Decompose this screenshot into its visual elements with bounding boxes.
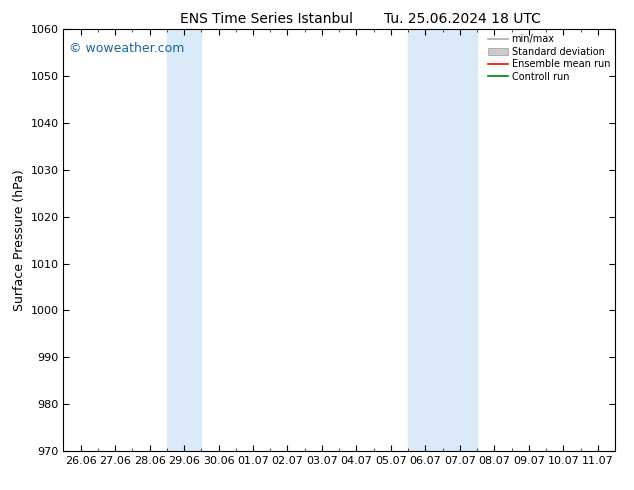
Bar — [408, 29, 477, 451]
Text: ENS Time Series Istanbul: ENS Time Series Istanbul — [180, 12, 353, 26]
Legend: min/max, Standard deviation, Ensemble mean run, Controll run: min/max, Standard deviation, Ensemble me… — [486, 32, 612, 83]
Y-axis label: Surface Pressure (hPa): Surface Pressure (hPa) — [13, 169, 26, 311]
Text: Tu. 25.06.2024 18 UTC: Tu. 25.06.2024 18 UTC — [384, 12, 541, 26]
Bar — [167, 29, 202, 451]
Text: © woweather.com: © woweather.com — [69, 42, 184, 55]
